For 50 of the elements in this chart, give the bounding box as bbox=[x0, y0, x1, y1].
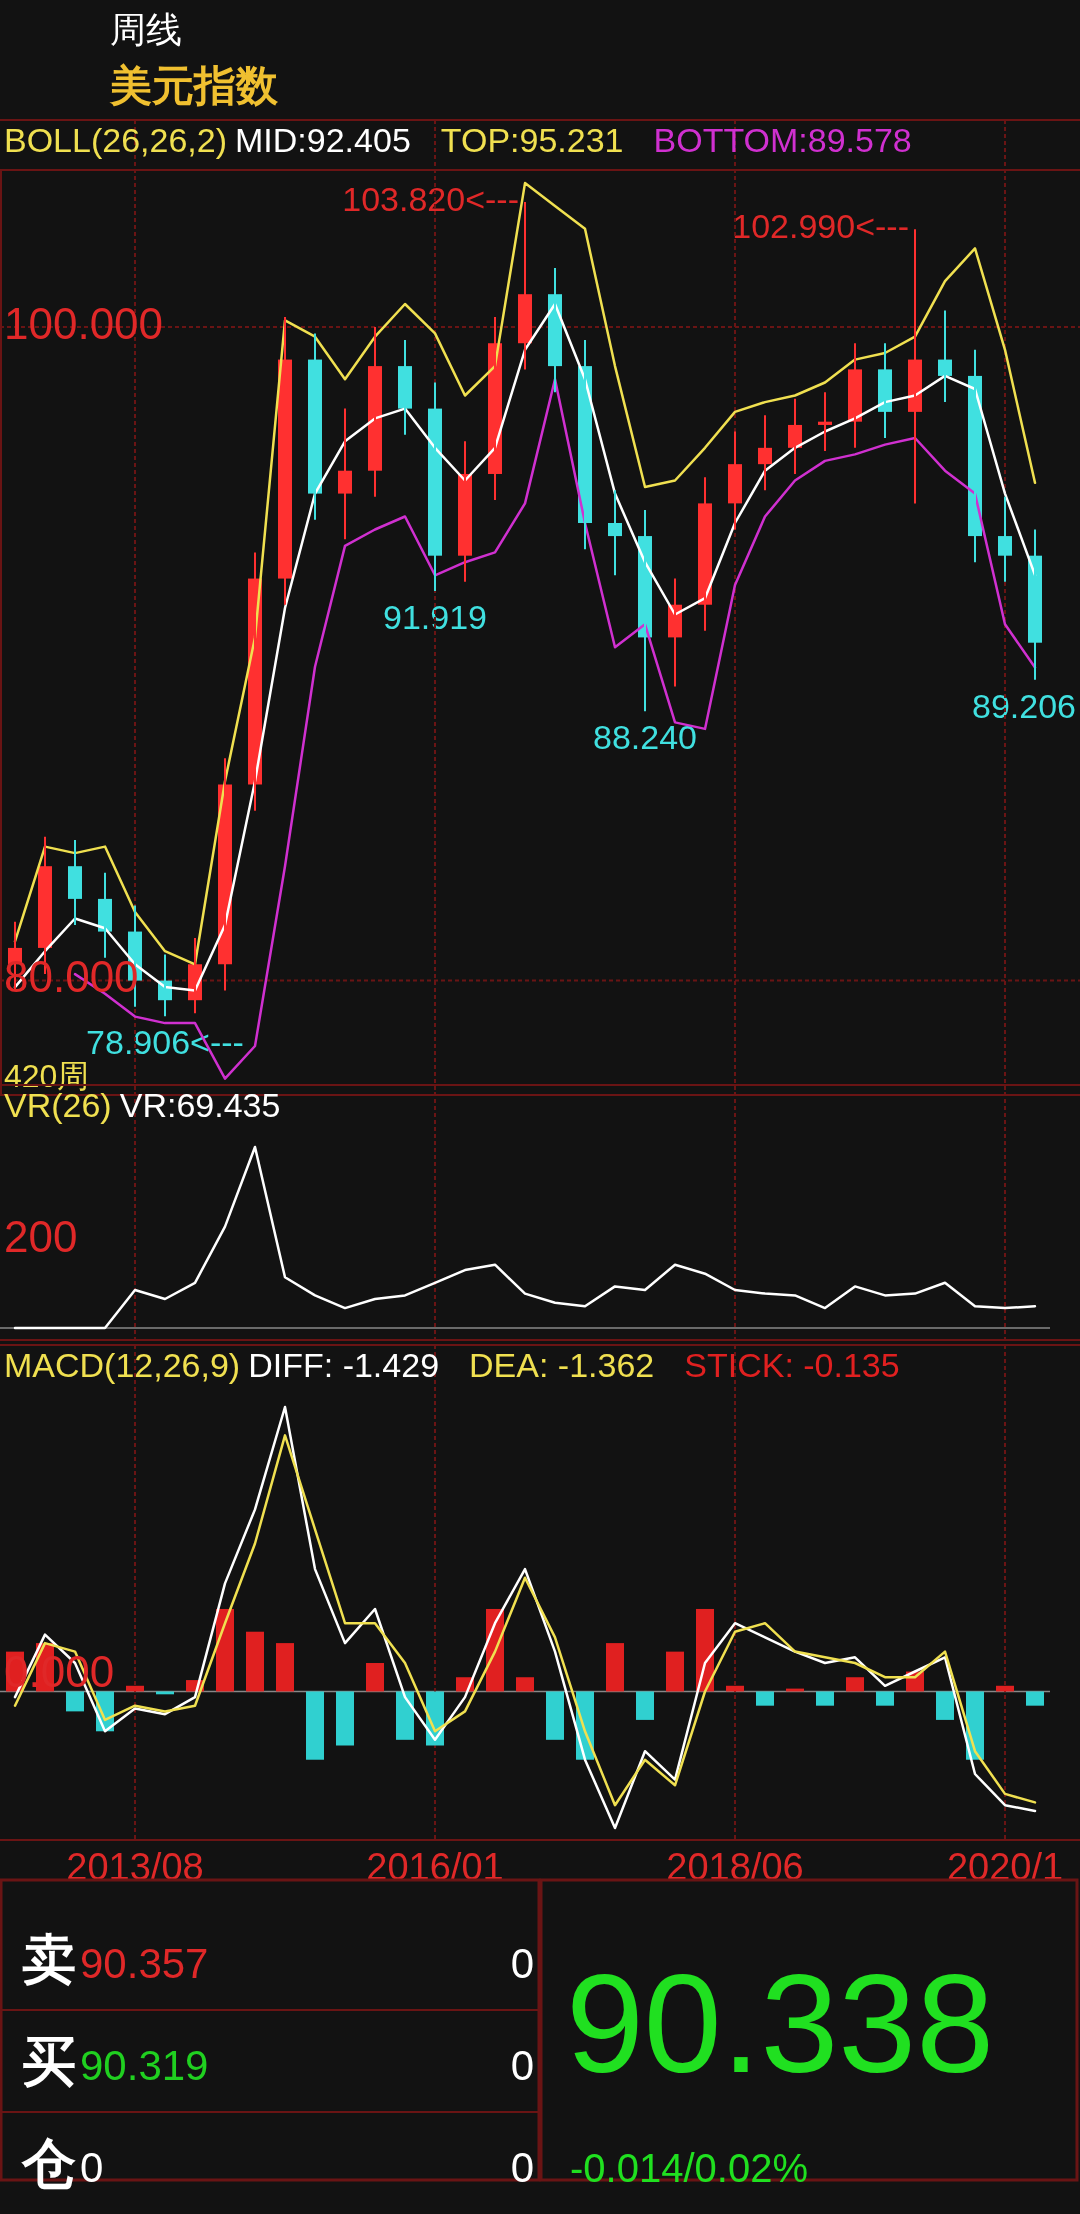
bar bbox=[336, 1691, 354, 1746]
bar bbox=[606, 1643, 624, 1692]
series-label: TOP:95.231 bbox=[440, 121, 624, 159]
text: 0 bbox=[80, 2144, 104, 2191]
bar bbox=[516, 1677, 534, 1692]
text: 仓 bbox=[21, 2133, 76, 2193]
text: 0 bbox=[510, 1940, 534, 1987]
series-label: VR:69.435 bbox=[119, 1086, 281, 1124]
text: DEA: -1.362 bbox=[469, 1346, 655, 1384]
annotation: 91.919 bbox=[383, 598, 487, 637]
bar bbox=[276, 1643, 294, 1692]
bar bbox=[66, 1691, 84, 1712]
text: 卖 bbox=[22, 1929, 76, 1989]
bar bbox=[156, 1691, 174, 1695]
legend-title: MACD(12,26,9) bbox=[4, 1346, 241, 1384]
legend-title: BOLL(26,26,2) bbox=[4, 121, 228, 159]
chart-title: 美元指数 bbox=[109, 62, 279, 109]
chart-subtitle: 周线 bbox=[110, 9, 182, 50]
bar bbox=[666, 1651, 684, 1692]
bar bbox=[816, 1691, 834, 1706]
bar bbox=[936, 1691, 954, 1720]
text: 90.338 bbox=[565, 1945, 995, 2102]
text: BOTTOM:89.578 bbox=[653, 121, 912, 159]
text: 0 bbox=[510, 2042, 534, 2089]
annotation: 88.240 bbox=[593, 718, 697, 757]
bar bbox=[366, 1663, 384, 1692]
y-tick-label: 100.000 bbox=[4, 298, 164, 348]
bar bbox=[756, 1691, 774, 1706]
annotation: 102.990<--- bbox=[732, 207, 909, 246]
bar bbox=[246, 1631, 264, 1692]
bar bbox=[306, 1691, 324, 1760]
annotation: 200 bbox=[4, 1211, 78, 1261]
bar bbox=[546, 1691, 564, 1740]
bar bbox=[876, 1691, 894, 1706]
bar bbox=[396, 1691, 414, 1740]
text: STICK: -0.135 bbox=[684, 1346, 900, 1384]
text: MID:92.405 bbox=[235, 121, 411, 159]
bar bbox=[636, 1691, 654, 1720]
bar bbox=[1026, 1691, 1044, 1706]
text: -0.014/0.02% bbox=[570, 2146, 808, 2190]
series-label: DIFF: -1.429 bbox=[248, 1346, 440, 1384]
bar bbox=[846, 1677, 864, 1692]
x-tick-label: 2018/06 bbox=[666, 1846, 804, 1888]
text: 0 bbox=[510, 2144, 534, 2191]
text: 90.357 bbox=[80, 1940, 209, 1987]
annotation: 103.820<--- bbox=[342, 180, 519, 219]
bar bbox=[216, 1608, 234, 1692]
text: 90.319 bbox=[80, 2042, 209, 2089]
text: 买 bbox=[22, 2031, 76, 2091]
annotation: 89.206 bbox=[972, 686, 1076, 725]
